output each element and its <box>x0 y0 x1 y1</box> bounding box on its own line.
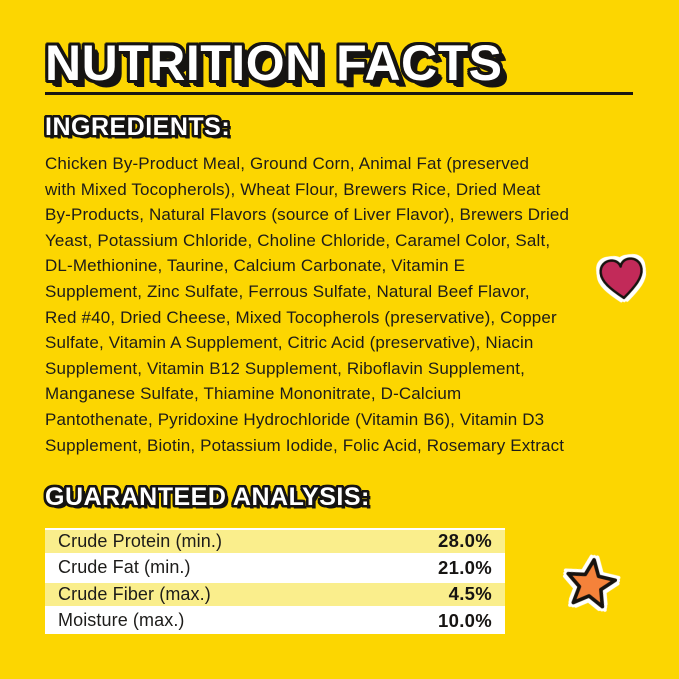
row-value: 28.0% <box>438 530 492 552</box>
row-label: Crude Protein (min.) <box>58 530 223 551</box>
row-label: Crude Fat (min.) <box>58 557 191 578</box>
ingredients-heading: INGREDIENTS: <box>45 113 231 141</box>
page-title: NUTRITION FACTS <box>45 35 503 91</box>
ingredients-line: Pantothenate, Pyridoxine Hydrochloride (… <box>45 409 545 429</box>
ingredients-line: Supplement, Vitamin B12 Supplement, Ribo… <box>45 358 525 378</box>
table-row: Crude Fiber (max.) 4.5% <box>45 581 505 608</box>
ingredients-line: By-Products, Natural Flavors (source of … <box>45 205 570 225</box>
heart-icon <box>595 254 650 306</box>
row-value: 21.0% <box>438 556 492 578</box>
row-value: 10.0% <box>438 609 492 631</box>
row-label: Moisture (max.) <box>58 610 185 631</box>
guaranteed-analysis-heading: GUARANTEED ANALYSIS: <box>45 483 370 511</box>
ingredients-line: DL-Methionine, Taurine, Calcium Carbonat… <box>45 256 466 276</box>
ingredients-line: with Mixed Tocopherols), Wheat Flour, Br… <box>45 179 541 199</box>
table-row: Crude Fat (min.) 21.0% <box>45 554 505 581</box>
ingredients-line: Chicken By-Product Meal, Ground Corn, An… <box>45 154 530 173</box>
ingredients-text: Chicken By-Product Meal, Ground Corn, An… <box>45 151 645 458</box>
title-divider <box>45 92 633 95</box>
guaranteed-analysis-table: Crude Protein (min.) 28.0% Crude Fat (mi… <box>45 528 505 634</box>
table-row: Moisture (max.) 10.0% <box>45 607 505 634</box>
ingredients-line: Supplement, Zinc Sulfate, Ferrous Sulfat… <box>45 281 530 301</box>
ingredients-line: Supplement, Biotin, Potassium Iodide, Fo… <box>45 435 565 455</box>
ingredients-line: Sulfate, Vitamin A Supplement, Citric Ac… <box>45 333 534 353</box>
row-label: Crude Fiber (max.) <box>58 583 211 604</box>
ingredients-line: Red #40, Dried Cheese, Mixed Tocopherols… <box>45 307 557 327</box>
ingredients-line: Yeast, Potassium Chloride, Choline Chlor… <box>45 230 551 250</box>
ingredients-line: Manganese Sulfate, Thiamine Mononitrate,… <box>45 384 462 404</box>
row-value: 4.5% <box>448 583 492 605</box>
star-icon <box>562 553 621 612</box>
table-row: Crude Protein (min.) 28.0% <box>45 528 505 555</box>
